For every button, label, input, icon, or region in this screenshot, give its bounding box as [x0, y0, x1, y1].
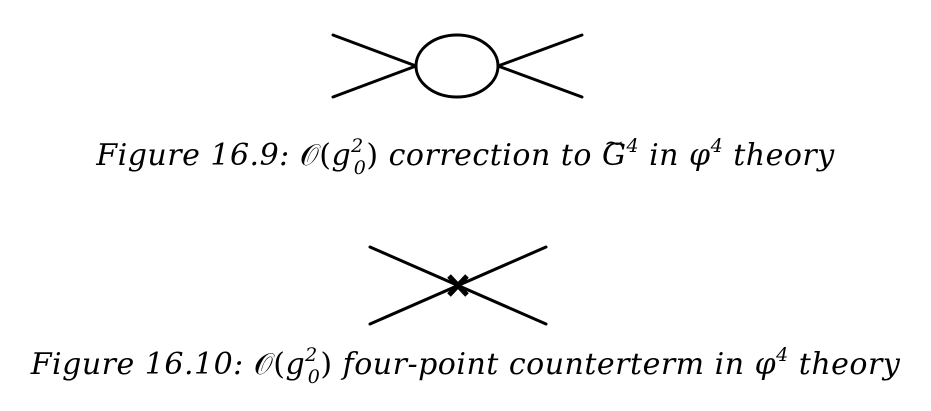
- external-leg-top-left: [331, 33, 418, 68]
- field-power: 4: [710, 135, 724, 157]
- figure-16-10: Figure 16.10: 𝒪(g20) four-point countert…: [0, 210, 931, 411]
- field-power: 4: [776, 344, 789, 366]
- green-function-power: 4: [626, 135, 640, 157]
- caption-text-mid: correction to: [388, 138, 592, 173]
- external-leg-top-right: [496, 33, 584, 68]
- counterterm-cross-icon: [447, 274, 469, 297]
- coupling-symbol: g: [285, 347, 306, 382]
- figure-16-9: Figure 16.9: 𝒪(g20) correction to ~ G4 in…: [0, 33, 931, 178]
- counterterm-vertex-diagram: [368, 245, 548, 326]
- one-loop-bubble-diagram: [331, 33, 584, 99]
- external-leg-bottom-left: [331, 64, 418, 99]
- order-symbol: 𝒪: [253, 347, 274, 382]
- coupling-power: 2: [305, 344, 318, 366]
- tilde-accent: ~: [603, 129, 625, 157]
- figure-caption: Figure 16.10: 𝒪(g20) four-point countert…: [30, 344, 901, 388]
- green-function-symbol: ~ G: [602, 129, 626, 174]
- loop-bubble: [414, 33, 500, 99]
- coupling-index: 0: [307, 366, 321, 388]
- caption-text-mid: four-point counterterm in: [342, 347, 745, 382]
- external-leg-bottom-right: [496, 64, 584, 99]
- field-symbol: φ: [689, 138, 711, 173]
- coupling-power: 2: [351, 135, 364, 157]
- caption-label: Figure 16.9:: [96, 138, 290, 173]
- caption-text-end: theory: [733, 138, 835, 173]
- caption-text-in: in: [649, 138, 679, 173]
- coupling-symbol: g: [331, 138, 352, 173]
- caption-text-end: theory: [798, 347, 901, 382]
- figure-caption: Figure 16.9: 𝒪(g20) correction to ~ G4 in…: [0, 129, 931, 178]
- coupling-index: 0: [353, 157, 367, 179]
- order-symbol: 𝒪: [299, 138, 320, 173]
- field-symbol: φ: [754, 347, 777, 382]
- caption-label: Figure 16.10:: [30, 347, 244, 382]
